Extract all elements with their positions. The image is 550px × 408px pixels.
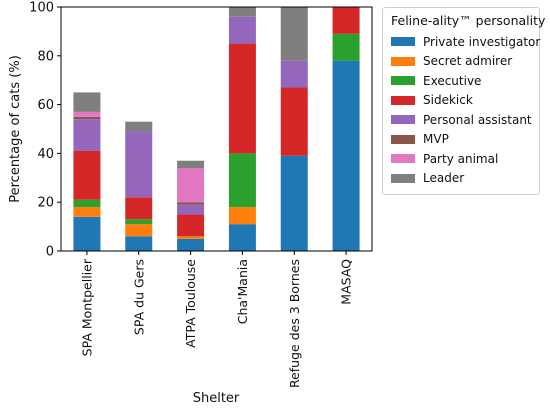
legend-label-executive: Executive [423,73,482,88]
legend-label-leader: Leader [423,171,465,186]
y-tick-label-60: 60 [37,98,54,113]
bar-cha-mania-personal-assistant [228,16,256,44]
legend-item-leader: Leader [391,169,533,189]
y-axis-label: Percentage of cats (%) [8,55,23,203]
legend-swatch-leader [391,173,415,183]
legend-label-personal-assistant: Personal assistant [423,112,532,127]
bar-spa-montpellier-secret-admirer [73,207,101,217]
bar-masaq-sidekick [332,7,360,34]
bar-refuge-des-3-bornes-personal-assistant [280,60,308,88]
legend-item-executive: Executive [391,71,533,91]
bar-atpa-toulouse-party-animal [177,168,205,203]
bar-atpa-toulouse-sidekick [177,214,205,237]
legend: Feline-ality™ personality Private invest… [382,7,546,195]
legend-swatch-personal-assistant [391,115,415,125]
legend-item-personal-assistant: Personal assistant [391,110,533,130]
x-axis: SPA Montpellier SPA du Gers ATPA Toulouse C… [79,251,354,388]
legend-item-sidekick: Sidekick [391,91,533,111]
bar-cha-mania-private-investigator [228,224,256,251]
bar-masaq-executive [332,33,360,61]
bar-spa-montpellier-mvp [73,116,101,120]
bar-refuge-des-3-bornes-leader [280,7,308,61]
legend-item-private-investigator: Private investigator [391,32,540,52]
legend-item-mvp: MVP [391,130,533,150]
bar-spa-du-gers-leader [125,121,153,132]
bar-spa-montpellier-personal-assistant [73,119,101,151]
bar-masaq-private-investigator [332,60,360,252]
bar-atpa-toulouse-personal-assistant [177,204,205,215]
y-tick-label-80: 80 [37,49,54,64]
legend-swatch-secret-admirer [391,56,415,66]
bar-spa-montpellier-party-animal [73,111,101,117]
legend-item-party-animal: Party animal [391,149,533,169]
y-tick-label-20: 20 [37,196,54,211]
x-tick-label-masaq: MASAQ [339,259,354,305]
legend-swatch-executive [391,76,415,86]
bar-cha-mania-executive [228,153,256,208]
bar-spa-du-gers-sidekick [125,197,153,220]
legend-swatch-private-investigator [391,37,415,47]
legend-label-private-investigator: Private investigator [423,34,541,49]
x-axis-label: Shelter [193,391,240,406]
legend-label-secret-admirer: Secret admirer [423,54,513,69]
legend-label-sidekick: Sidekick [423,93,473,108]
legend-item-secret-admirer: Secret admirer [391,52,533,72]
bar-atpa-toulouse-leader [177,160,205,169]
y-tick-label-40: 40 [37,147,54,162]
plot-frame [60,6,373,252]
bar-spa-du-gers-private-investigator [125,236,153,251]
bar-refuge-des-3-bornes-sidekick [280,87,308,156]
legend-label-mvp: MVP [423,132,449,147]
y-axis: 0 20 40 60 80 100 [29,1,61,260]
bar-refuge-des-3-bornes-private-investigator [280,155,308,251]
x-tick-label-refuge-des-3-bornes: Refuge des 3 Bornes [287,259,302,388]
legend-label-party-animal: Party animal [423,151,499,166]
y-tick-label-100: 100 [29,1,54,16]
bar-spa-du-gers-personal-assistant [125,131,153,198]
legend-swatch-mvp [391,134,415,144]
legend-items: Private investigator Secret admirer Execut… [391,32,540,189]
x-tick-label-cha-mania: Cha'Mania [235,259,250,324]
bar-atpa-toulouse-mvp [177,202,205,205]
legend-swatch-party-animal [391,154,415,164]
bar-cha-mania-sidekick [228,43,256,154]
y-tick-label-0: 0 [46,245,54,260]
bar-spa-montpellier-private-investigator [73,216,101,251]
legend-title: Feline-ality™ personality [391,13,546,28]
x-tick-label-spa-du-gers: SPA du Gers [131,259,146,335]
x-tick-label-atpa-toulouse: ATPA Toulouse [183,259,198,348]
bar-spa-du-gers-executive [125,219,153,225]
bar-cha-mania-secret-admirer [228,207,256,225]
bar-spa-du-gers-secret-admirer [125,224,153,237]
bars-layer [73,7,360,252]
bar-atpa-toulouse-private-investigator [177,238,205,251]
x-tick-label-spa-montpellier: SPA Montpellier [79,258,94,356]
bar-atpa-toulouse-secret-admirer [177,236,205,239]
bar-spa-montpellier-sidekick [73,150,101,200]
bar-spa-montpellier-executive [73,199,101,208]
bar-cha-mania-leader [228,7,256,17]
bar-spa-montpellier-leader [73,92,101,112]
legend-swatch-sidekick [391,95,415,105]
